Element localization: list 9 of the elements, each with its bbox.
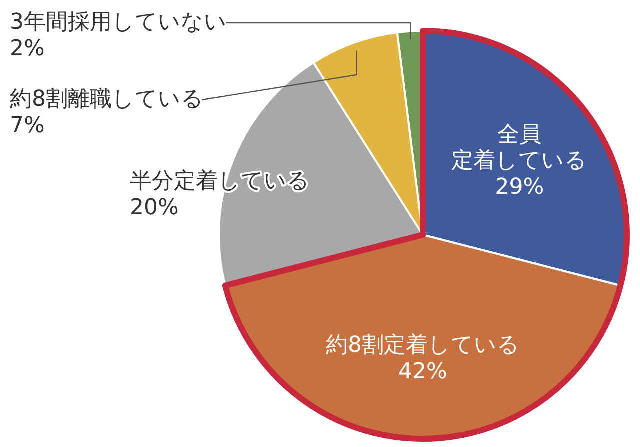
slice-label: 約8割離職している: [10, 87, 204, 112]
data-label: 42%: [398, 359, 448, 384]
data-label: 2%: [10, 36, 45, 62]
data-label: 29%: [495, 175, 544, 200]
slice-label: 全員定着している: [452, 122, 588, 174]
data-label: 20%: [130, 195, 179, 220]
slice-label: 3年間採用していない: [10, 10, 227, 35]
data-label: 7%: [10, 113, 45, 138]
slice-label: 約8割定着している: [326, 332, 520, 358]
